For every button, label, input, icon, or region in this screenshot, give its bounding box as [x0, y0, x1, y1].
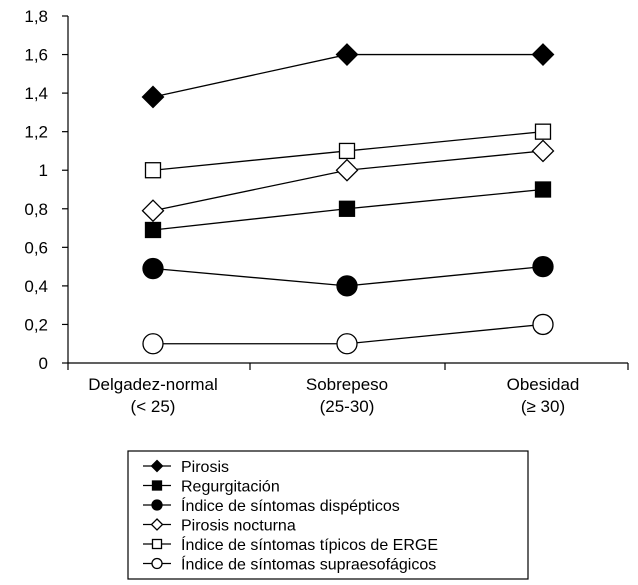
legend-entry: Pirosis nocturna [143, 518, 296, 535]
y-tick-label: 1,2 [24, 123, 48, 142]
legend-label: Índice de síntomas supraesofágicos [181, 555, 436, 574]
x-category-label-line: (25-30) [320, 397, 375, 416]
circle-open-marker [151, 557, 163, 570]
x-category-label-line: (< 25) [131, 397, 176, 416]
legend-entry: Regurgitación [143, 479, 280, 496]
y-tick-label: 0,4 [24, 277, 48, 296]
x-category-label-line: (≥ 30) [521, 397, 565, 416]
diamond-filled-marker [150, 459, 164, 473]
legend-entry: Índice de síntomas supraesofágicos [143, 555, 436, 574]
diamond-filled-marker [141, 85, 165, 109]
diamond-open-marker [150, 518, 164, 531]
diamond-filled-marker [335, 43, 359, 66]
square-filled-marker [338, 200, 356, 217]
circle-open-marker [336, 333, 358, 355]
circle-filled-marker [142, 257, 164, 280]
series-diamond-filled [141, 43, 555, 109]
diamond-open-marker [141, 199, 165, 223]
legend-label: Índice de síntomas típicos de ERGE [181, 535, 438, 554]
x-category-label-line: Sobrepeso [306, 375, 388, 394]
x-category-label: Obesidad (≥ 30) [507, 375, 580, 416]
circle-filled-marker [151, 499, 163, 511]
legend-entry: Índice de síntomas típicos de ERGE [143, 535, 438, 554]
diamond-open-marker [531, 139, 555, 163]
circle-filled-marker [336, 275, 358, 297]
series-circle-open [142, 313, 554, 355]
diamond-filled-marker [531, 43, 555, 66]
x-category-label-line: Obesidad [507, 375, 580, 394]
legend-label: Pirosis nocturna [181, 518, 296, 535]
square-open-marker [534, 123, 552, 140]
series-square-open [144, 123, 552, 179]
square-open-marker [144, 162, 162, 179]
square-filled-marker [144, 221, 162, 239]
legend-label: Índice de síntomas dispépticos [181, 496, 400, 515]
legend-entry: Pirosis [143, 459, 229, 476]
y-tick-label: 0,2 [24, 315, 48, 334]
square-open-marker [151, 538, 163, 550]
axes: 0 0,2 0,4 0,6 0,8 1 1,2 1,4 1,6 1,8 Delgadez-norma… [24, 7, 629, 416]
square-filled-marker [151, 480, 163, 491]
square-filled-marker [534, 181, 552, 198]
series-circle-filled [142, 255, 554, 297]
x-category-label: Sobrepeso (25-30) [306, 375, 388, 416]
y-tick-label: 0 [39, 354, 48, 373]
series-diamond-open [141, 139, 555, 223]
square-open-marker [338, 142, 356, 160]
legend-box [127, 450, 529, 580]
legend-entry: Índice de síntomas dispépticos [143, 496, 400, 515]
y-tick-label: 0,6 [24, 238, 48, 257]
x-category-label-line: Delgadez-normal [88, 375, 217, 394]
y-tick-label: 1 [39, 161, 48, 180]
legend-label: Regurgitación [181, 479, 280, 496]
x-category-label: Delgadez-normal (< 25) [88, 375, 217, 416]
y-tick-label: 1,6 [24, 46, 48, 65]
series-square-filled [144, 181, 552, 239]
y-tick-label: 1,4 [24, 84, 48, 103]
y-tick-label: 0,8 [24, 200, 48, 219]
legend-label: Pirosis [181, 459, 229, 476]
diamond-open-marker [335, 158, 359, 182]
circle-open-marker [142, 333, 164, 355]
y-tick-label: 1,8 [24, 7, 48, 26]
circle-filled-marker [532, 255, 554, 278]
circle-open-marker [532, 313, 554, 336]
series-layer [141, 43, 555, 355]
